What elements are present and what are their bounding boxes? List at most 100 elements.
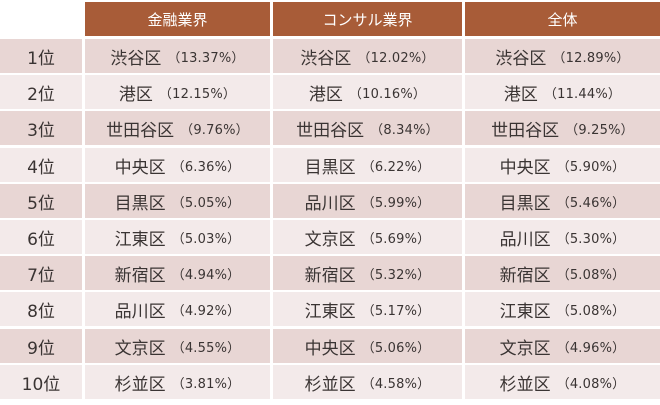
- overall-cell: 渋谷区 （12.89%）: [465, 39, 660, 73]
- table-row: 2位 港区 （12.15%） 港区 （10.16%） 港区 （11.44%）: [0, 75, 660, 111]
- consulting-cell: 江東区 （5.17%）: [273, 292, 462, 326]
- ward-percentage: （5.99%）: [361, 195, 431, 211]
- table-row: 7位 新宿区 （4.94%） 新宿区 （5.32%） 新宿区 （5.08%）: [0, 256, 660, 292]
- finance-cell: 目黒区 （5.05%）: [85, 184, 270, 218]
- ward-percentage: （11.44%）: [543, 86, 622, 102]
- ward-percentage: （9.76%）: [180, 122, 249, 138]
- ward-name: 新宿区: [114, 265, 166, 286]
- overall-cell: 文京区 （4.96%）: [465, 329, 660, 363]
- ward-name: 世田谷区: [106, 120, 175, 141]
- ward-name: 新宿区: [499, 265, 551, 286]
- header-cell-overall: 全体: [465, 2, 660, 36]
- ward-percentage: （5.03%）: [171, 231, 241, 247]
- finance-cell: 渋谷区 （13.37%）: [85, 39, 270, 73]
- rank-cell: 1位: [0, 39, 82, 73]
- ward-percentage: （5.32%）: [361, 267, 431, 283]
- finance-cell: 文京区 （4.55%）: [85, 329, 270, 363]
- ward-name: 文京区: [499, 338, 551, 359]
- overall-cell: 新宿区 （5.08%）: [465, 256, 660, 290]
- ward-name: 中央区: [499, 157, 551, 178]
- ward-name: 渋谷区: [110, 48, 162, 69]
- finance-cell: 世田谷区 （9.76%）: [85, 111, 270, 145]
- ward-percentage: （4.08%）: [556, 376, 626, 392]
- ward-name: 世田谷区: [491, 120, 560, 141]
- rank-cell: 7位: [0, 256, 82, 290]
- consulting-cell: 杉並区 （4.58%）: [273, 365, 462, 399]
- consulting-cell: 新宿区 （5.32%）: [273, 256, 462, 290]
- table-row: 4位 中央区 （6.36%） 目黒区 （6.22%） 中央区 （5.90%）: [0, 148, 660, 184]
- ward-percentage: （12.02%）: [357, 50, 435, 66]
- rank-cell: 6位: [0, 220, 82, 254]
- ward-percentage: （12.15%）: [158, 86, 237, 102]
- consulting-cell: 文京区 （5.69%）: [273, 220, 462, 254]
- ward-percentage: （4.55%）: [171, 340, 241, 356]
- ward-name: 文京区: [114, 338, 166, 359]
- ward-name: 文京区: [304, 229, 356, 250]
- ward-name: 江東区: [114, 229, 166, 250]
- ward-percentage: （4.94%）: [171, 267, 241, 283]
- ward-name: 港区: [503, 84, 538, 105]
- consulting-cell: 目黒区 （6.22%）: [273, 148, 462, 182]
- ward-name: 杉並区: [499, 374, 551, 395]
- ward-percentage: （5.08%）: [556, 303, 626, 319]
- table-row: 6位 江東区 （5.03%） 文京区 （5.69%） 品川区 （5.30%）: [0, 220, 660, 256]
- overall-cell: 世田谷区 （9.25%）: [465, 111, 660, 145]
- consulting-cell: 世田谷区 （8.34%）: [273, 111, 462, 145]
- header-cell-rank: [0, 2, 82, 36]
- ward-name: 品川区: [114, 301, 166, 322]
- finance-cell: 江東区 （5.03%）: [85, 220, 270, 254]
- rank-cell: 4位: [0, 148, 82, 182]
- ward-percentage: （12.89%）: [552, 50, 630, 66]
- ward-name: 港区: [308, 84, 343, 105]
- ward-percentage: （4.96%）: [556, 340, 626, 356]
- finance-cell: 新宿区 （4.94%）: [85, 256, 270, 290]
- overall-cell: 品川区 （5.30%）: [465, 220, 660, 254]
- ward-percentage: （6.22%）: [361, 159, 431, 175]
- table-row: 10位 杉並区 （3.81%） 杉並区 （4.58%） 杉並区 （4.08%）: [0, 365, 660, 401]
- consulting-cell: 港区 （10.16%）: [273, 75, 462, 109]
- consulting-cell: 渋谷区 （12.02%）: [273, 39, 462, 73]
- ward-name: 港区: [118, 84, 153, 105]
- overall-cell: 江東区 （5.08%）: [465, 292, 660, 326]
- ward-percentage: （8.34%）: [370, 122, 439, 138]
- consulting-cell: 中央区 （5.06%）: [273, 329, 462, 363]
- finance-cell: 品川区 （4.92%）: [85, 292, 270, 326]
- finance-cell: 港区 （12.15%）: [85, 75, 270, 109]
- ward-percentage: （5.08%）: [556, 267, 626, 283]
- ward-name: 杉並区: [304, 374, 356, 395]
- rank-cell: 8位: [0, 292, 82, 326]
- table-row: 1位 渋谷区 （13.37%） 渋谷区 （12.02%） 渋谷区 （12.89%）: [0, 39, 660, 75]
- ward-percentage: （5.06%）: [361, 340, 431, 356]
- ward-percentage: （5.30%）: [556, 231, 626, 247]
- rank-cell: 10位: [0, 365, 82, 399]
- overall-cell: 港区 （11.44%）: [465, 75, 660, 109]
- ward-name: 品川区: [304, 193, 356, 214]
- ward-name: 目黒区: [499, 193, 551, 214]
- rank-cell: 3位: [0, 111, 82, 145]
- ward-percentage: （5.69%）: [361, 231, 431, 247]
- header-cell-finance: 金融業界: [85, 2, 270, 36]
- ward-name: 渋谷区: [300, 48, 352, 69]
- overall-cell: 杉並区 （4.08%）: [465, 365, 660, 399]
- ward-percentage: （10.16%）: [348, 86, 427, 102]
- ward-percentage: （5.05%）: [171, 195, 241, 211]
- rank-cell: 2位: [0, 75, 82, 109]
- rank-cell: 9位: [0, 329, 82, 363]
- ward-percentage: （5.90%）: [556, 159, 626, 175]
- ward-name: 中央区: [114, 157, 166, 178]
- ward-name: 渋谷区: [495, 48, 547, 69]
- ward-percentage: （13.37%）: [167, 50, 245, 66]
- consulting-cell: 品川区 （5.99%）: [273, 184, 462, 218]
- finance-cell: 杉並区 （3.81%）: [85, 365, 270, 399]
- table-row: 9位 文京区 （4.55%） 中央区 （5.06%） 文京区 （4.96%）: [0, 329, 660, 365]
- table-header-row: 金融業界 コンサル業界 全体: [0, 2, 660, 38]
- ward-name: 中央区: [304, 338, 356, 359]
- table-row: 5位 目黒区 （5.05%） 品川区 （5.99%） 目黒区 （5.46%）: [0, 184, 660, 220]
- ward-percentage: （5.17%）: [361, 303, 431, 319]
- ward-name: 目黒区: [114, 193, 166, 214]
- ward-name: 江東区: [304, 301, 356, 322]
- ward-name: 世田谷区: [296, 120, 365, 141]
- overall-cell: 中央区 （5.90%）: [465, 148, 660, 182]
- ward-percentage: （4.58%）: [361, 376, 431, 392]
- ward-percentage: （4.92%）: [171, 303, 241, 319]
